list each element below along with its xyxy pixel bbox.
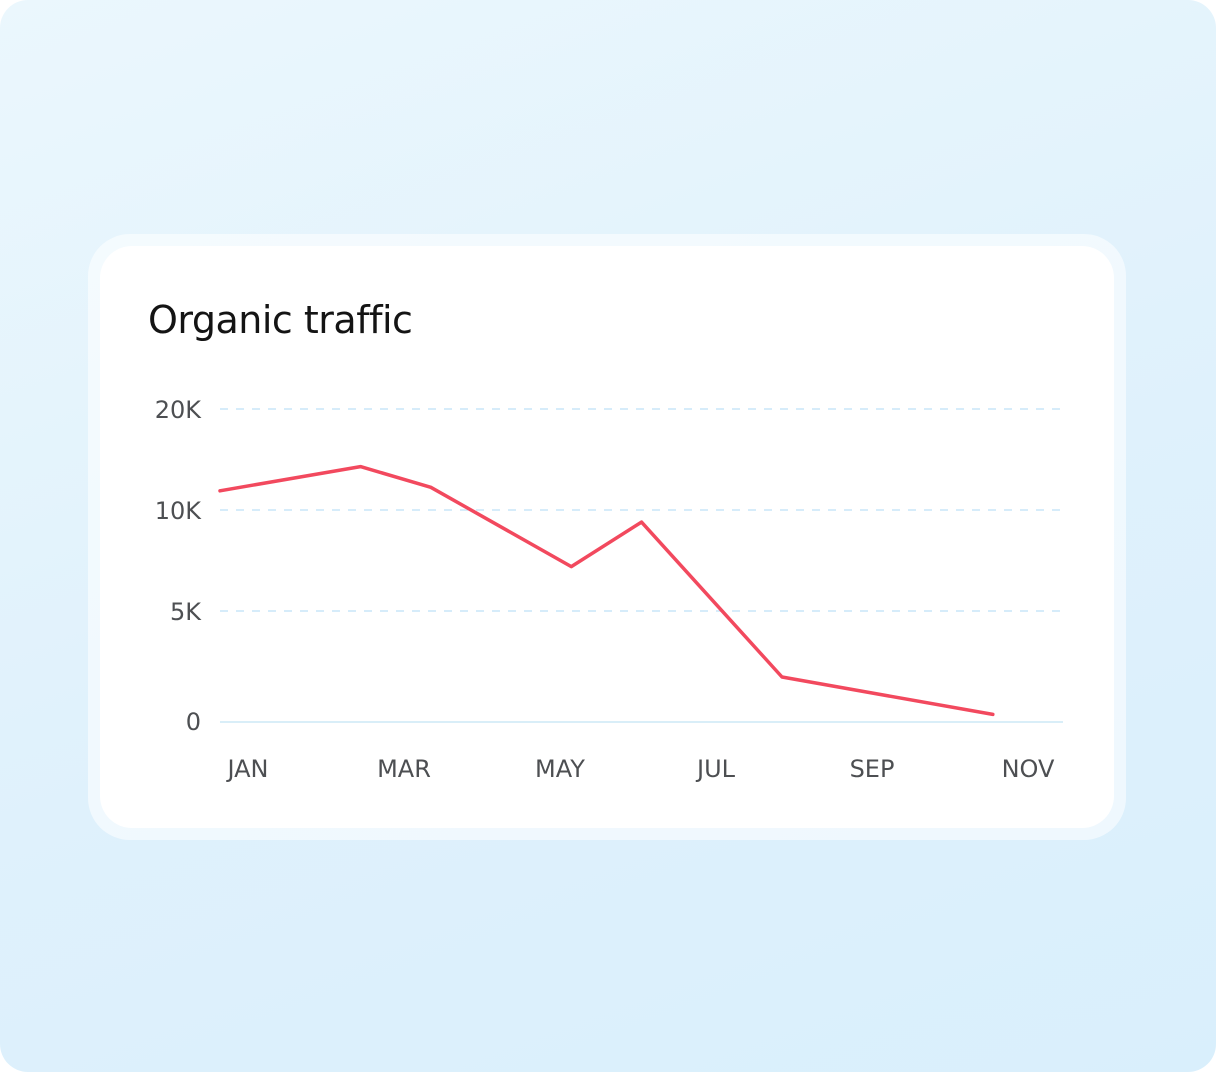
x-tick-label-jul: JUL <box>695 755 736 783</box>
series-line-0 <box>218 464 995 717</box>
x-tick-label-mar: MAR <box>377 755 431 783</box>
x-tick-label-may: MAY <box>535 755 585 783</box>
organic-traffic-line-chart: 0 5K 10K 20K JAN MAR MAY JUL SEP NOV <box>155 396 1063 783</box>
data-point-jun <box>569 565 573 569</box>
data-point-apr <box>429 485 433 489</box>
data-point-dec <box>991 712 995 716</box>
data-point-mar <box>359 465 362 469</box>
y-tick-label-20k: 20K <box>155 396 203 424</box>
y-tick-label-5k: 5K <box>170 598 202 626</box>
x-tick-label-sep: SEP <box>850 755 895 783</box>
y-tick-label-10k: 10K <box>155 497 203 525</box>
x-tick-label-nov: NOV <box>1002 755 1055 783</box>
data-point-jan <box>218 489 222 493</box>
y-tick-label-0: 0 <box>186 708 201 736</box>
x-tick-label-jan: JAN <box>225 755 268 783</box>
data-point-jul <box>640 520 643 524</box>
data-point-sep <box>780 675 784 679</box>
organic-traffic-card: Organic traffic 0 5K 10K 20K JAN MAR MAY JUL SEP… <box>100 246 1114 828</box>
card-title: Organic traffic <box>148 298 413 342</box>
